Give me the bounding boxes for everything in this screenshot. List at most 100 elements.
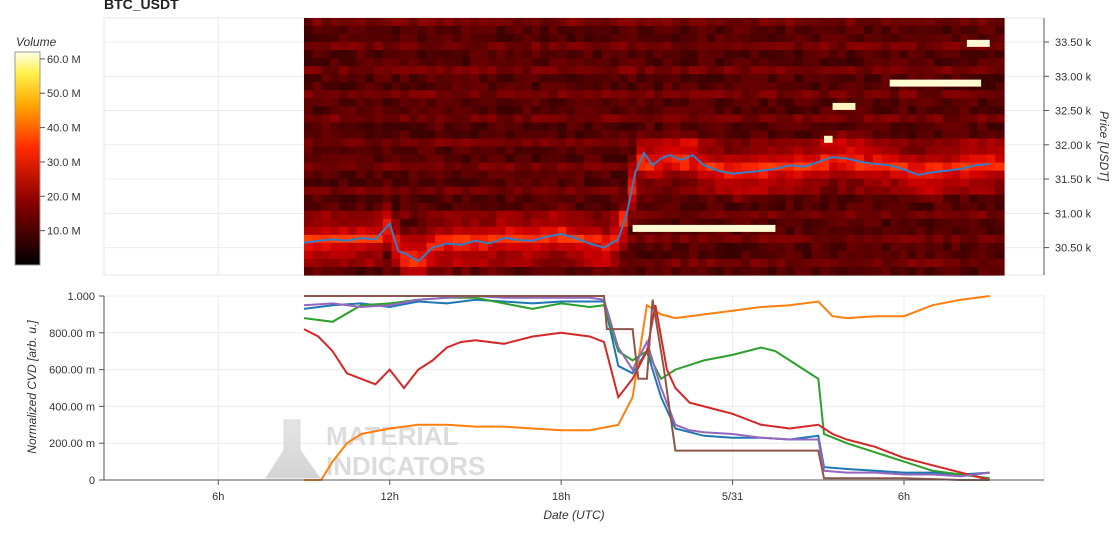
heat-cell <box>619 226 629 236</box>
heat-cell <box>829 74 839 83</box>
heat-cell <box>409 170 419 180</box>
heat-cell <box>522 194 533 204</box>
heat-cell <box>732 114 743 124</box>
heat-cell <box>566 242 576 252</box>
heat-cell <box>356 42 366 51</box>
heat-cell <box>811 210 821 220</box>
heat-cell <box>487 34 498 43</box>
heat-cell <box>549 50 559 59</box>
heat-cell <box>785 34 795 43</box>
heat-cell <box>584 218 594 228</box>
heat-cell <box>986 18 996 27</box>
heat-cell <box>461 90 471 99</box>
heat-cell <box>531 162 541 172</box>
heat-cell <box>531 170 541 180</box>
heat-cell <box>960 130 970 140</box>
heat-cell <box>724 154 734 164</box>
heat-cell <box>435 170 445 180</box>
heat-cell <box>601 162 611 172</box>
heat-cell <box>514 114 524 124</box>
heat-cell <box>855 58 865 67</box>
heat-cell <box>811 42 821 51</box>
heat-cell <box>522 250 533 260</box>
heat-cell <box>619 82 629 91</box>
heat-cell <box>557 26 568 35</box>
heat-cell <box>776 154 786 164</box>
heat-cell <box>662 130 673 140</box>
heat-cell <box>986 106 996 115</box>
heat-cell <box>391 138 401 148</box>
heat-cell <box>907 26 918 35</box>
heat-cell <box>995 218 1005 228</box>
heat-cell <box>916 18 926 27</box>
heat-cell <box>899 234 909 244</box>
heat-cell <box>382 162 393 172</box>
colorbar-tick-label-0: 10.0 M <box>47 226 81 238</box>
heat-cell <box>794 170 804 180</box>
heat-cell <box>584 66 594 75</box>
heat-cell <box>619 202 629 212</box>
heat-cell <box>899 98 909 107</box>
heat-cell <box>820 114 830 124</box>
heat-cell <box>584 162 594 172</box>
heat-cell <box>837 226 848 236</box>
heat-cell <box>566 34 576 43</box>
heat-cell <box>776 114 786 124</box>
heat-cell <box>339 122 349 132</box>
heat-cell <box>557 234 568 244</box>
heat-cell <box>347 18 358 27</box>
heat-cell <box>636 90 646 99</box>
heat-cell <box>925 130 935 140</box>
heat-cell <box>321 58 331 67</box>
heat-cell <box>671 114 681 124</box>
heat-cell <box>347 146 358 156</box>
heat-cell <box>890 226 900 236</box>
heat-cell <box>864 18 874 27</box>
heat-cell <box>794 234 804 244</box>
heat-cell <box>951 258 961 268</box>
heat-cell <box>557 66 568 75</box>
heat-cell <box>400 218 410 228</box>
heat-cell <box>960 50 970 59</box>
heat-cell <box>724 26 734 35</box>
heat-cell <box>934 202 944 212</box>
heat-cell <box>321 114 331 124</box>
heat-cell <box>881 194 891 204</box>
heat-cell <box>907 258 918 268</box>
heat-cell <box>916 226 926 236</box>
heat-cell <box>951 26 961 35</box>
heat-cell <box>986 26 996 35</box>
heat-cell <box>365 34 375 43</box>
heat-cell <box>312 138 323 148</box>
heat-cell <box>654 26 664 35</box>
heat-cell <box>671 138 681 148</box>
heat-cell <box>846 130 856 140</box>
colorbar-label: Volume <box>16 35 57 49</box>
heat-cell <box>330 194 340 204</box>
heat-cell <box>855 186 865 196</box>
heat-cell <box>452 82 463 91</box>
heat-cell <box>706 114 716 124</box>
heat-cell <box>496 82 506 91</box>
heat-cell <box>470 42 480 51</box>
heat-cell <box>426 82 436 91</box>
heat-cell <box>435 218 445 228</box>
heat-cell <box>479 138 489 148</box>
heat-cell <box>339 178 349 188</box>
heat-cell <box>356 146 366 156</box>
heat-cell <box>855 226 865 236</box>
heat-cell <box>549 106 559 115</box>
heat-cell <box>864 82 874 91</box>
heat-cell <box>977 194 988 204</box>
heat-cell <box>321 18 331 27</box>
heat-cell <box>960 178 970 188</box>
heat-cell <box>776 66 786 75</box>
heat-cell <box>741 146 751 156</box>
heat-cell <box>846 138 856 148</box>
heat-cell <box>417 162 428 172</box>
heat-cell <box>785 66 795 75</box>
heat-cell <box>785 234 795 244</box>
heat-cell <box>619 26 629 35</box>
heat-cell <box>505 114 515 124</box>
heat-cell <box>706 178 716 188</box>
